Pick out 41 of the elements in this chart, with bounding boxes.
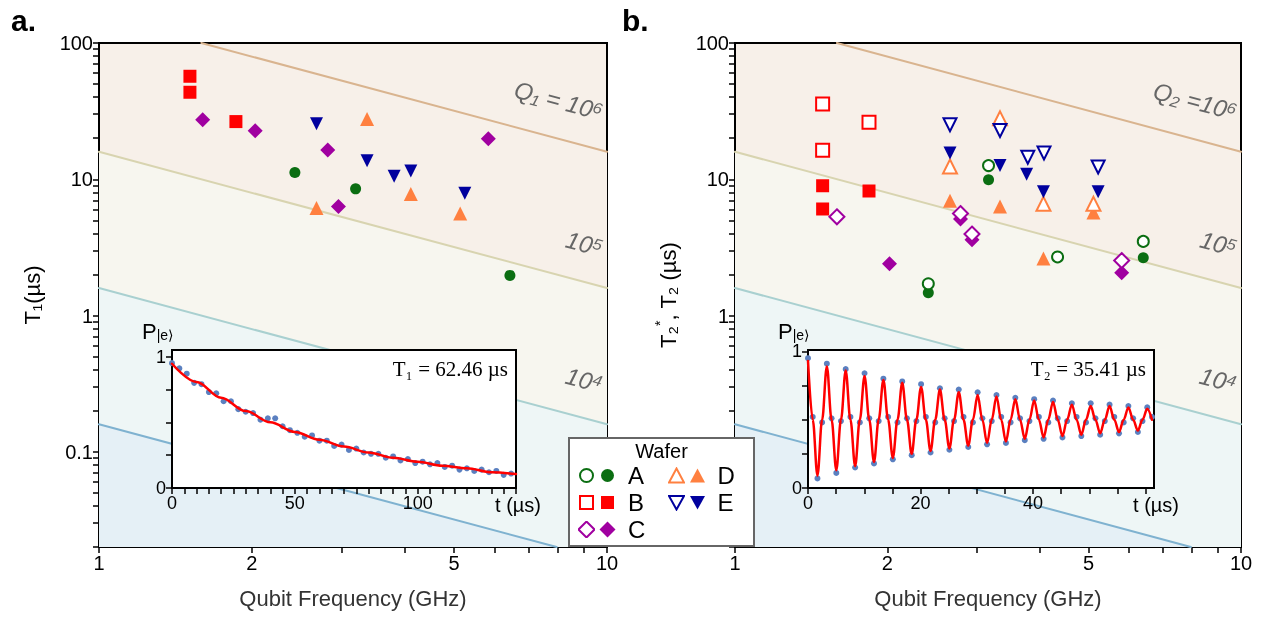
x-tick-label: 10	[1229, 552, 1253, 574]
legend-label: E	[717, 488, 734, 517]
legend-label: C	[628, 515, 646, 544]
annotation: 10⁴	[1196, 361, 1240, 398]
legend-label: B	[628, 488, 645, 517]
x-tick-label: 2	[881, 552, 893, 574]
x-tick-label: 2	[246, 552, 258, 574]
legend-label: D	[717, 461, 735, 490]
x-tick-label: 40	[1023, 493, 1044, 513]
x-tick-label: 50	[284, 493, 305, 513]
x-axis-title: Qubit Frequency (GHz)	[874, 585, 1102, 611]
annotation: T₂ = 35.41 µs	[1030, 356, 1146, 381]
annotation: 10⁴	[562, 361, 606, 398]
annotation: T₁ = 62.46 µs	[392, 356, 508, 381]
y-tick-label: 100	[59, 32, 93, 54]
annotation: Q₁ = 10⁶	[511, 75, 606, 126]
y-tick-label: 100	[695, 32, 729, 54]
y-tick-label: 1	[717, 304, 729, 327]
chart-title: b.	[622, 3, 649, 37]
x-tick-label: 10	[595, 552, 619, 574]
x-tick-label: 100	[402, 493, 433, 513]
y-axis-title: T₁(µs)	[19, 265, 45, 325]
x-axis-title: t (µs)	[1133, 494, 1179, 516]
x-axis-title: t (µs)	[495, 494, 541, 516]
annotation: Q₂ =10⁶	[1150, 76, 1240, 126]
legend-label: A	[628, 461, 645, 490]
legend-title: Wafer	[634, 440, 689, 462]
y-tick-label: 10	[706, 168, 729, 191]
y-tick-label: 1	[81, 304, 93, 327]
y-tick-label: 0.1	[65, 440, 93, 463]
annotation: 10⁵	[1197, 225, 1240, 262]
y-axis-title: P|e⟩	[778, 318, 810, 344]
x-tick-label: 5	[448, 552, 460, 574]
y-tick-label: 10	[70, 168, 93, 191]
annotation: 10⁵	[563, 225, 606, 262]
x-tick-label: 20	[910, 493, 931, 513]
y-axis-title: T₂*, T₂ (µs)	[652, 242, 681, 349]
x-tick-label: 5	[1083, 552, 1095, 574]
y-axis-title: P|e⟩	[142, 318, 174, 344]
x-axis-title: Qubit Frequency (GHz)	[239, 585, 467, 611]
chart-title: a.	[11, 3, 37, 37]
